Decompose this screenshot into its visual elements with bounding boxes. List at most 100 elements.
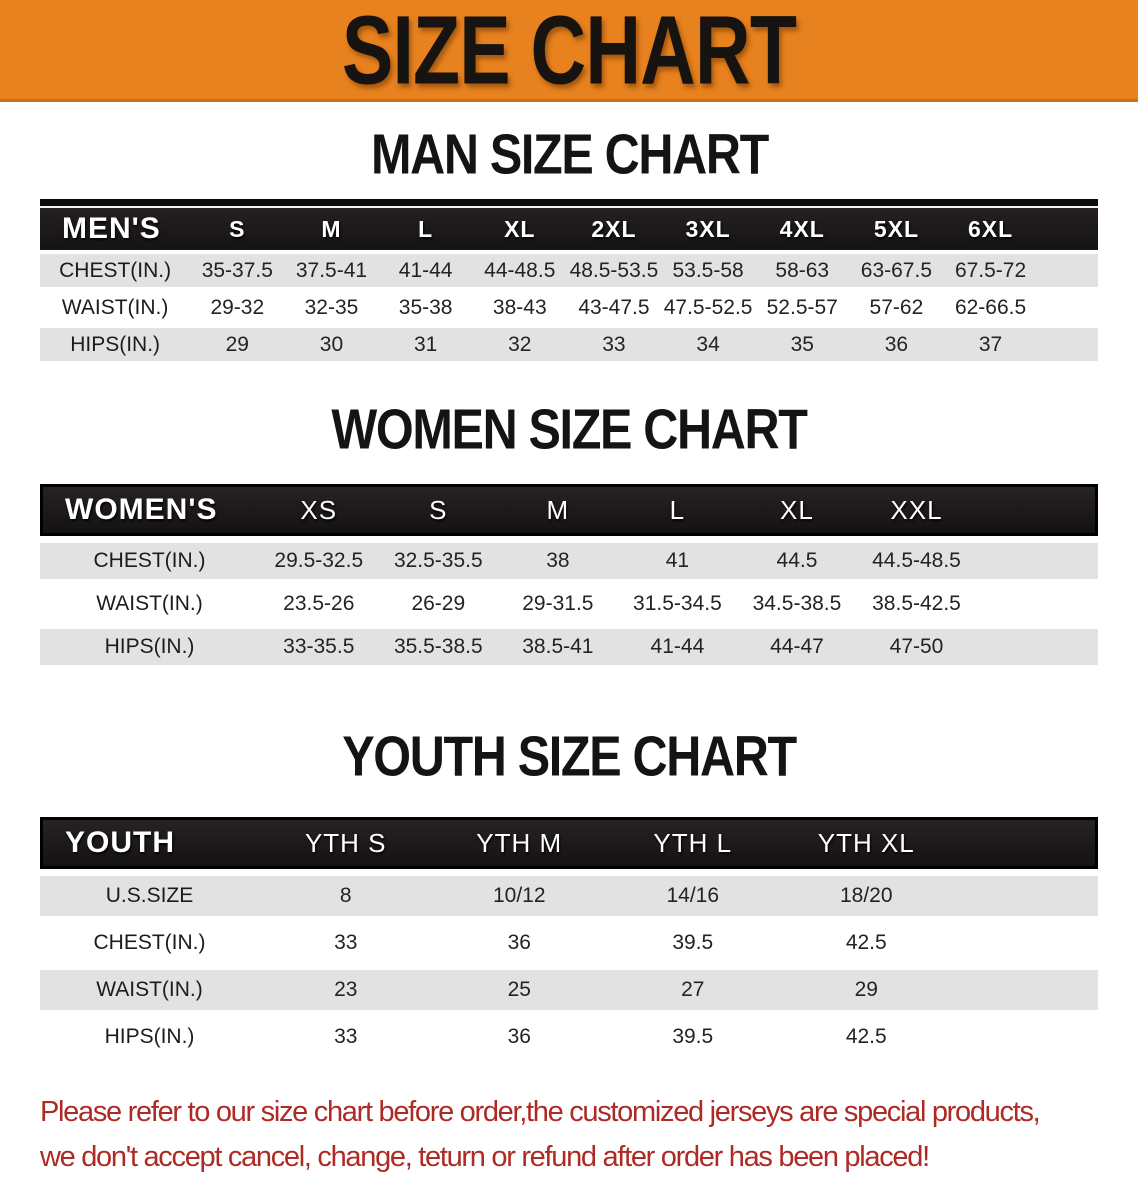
column-header: M: [284, 208, 379, 250]
size-value-cell: 38.5-41: [498, 629, 618, 665]
filler-cell: [976, 543, 1098, 579]
column-header: M: [498, 484, 618, 536]
table-row: U.S.SIZE 8 10/12 14/16 18/20: [40, 876, 1098, 916]
size-value-cell: 47-50: [856, 629, 977, 665]
size-value-cell: 57-62: [849, 291, 944, 324]
size-value-cell: 39.5: [606, 923, 780, 963]
row-label: U.S.SIZE: [40, 876, 259, 916]
row-label: HIPS(IN.): [40, 328, 191, 361]
size-value-cell: 38.5-42.5: [856, 586, 977, 622]
size-value-cell: 31: [378, 328, 473, 361]
filler-cell: [976, 484, 1098, 536]
filler-cell: [953, 876, 1098, 916]
size-value-cell: 29-31.5: [498, 586, 618, 622]
size-value-cell: 31.5-34.5: [617, 586, 738, 622]
size-value-cell: 36: [432, 1017, 606, 1057]
filler-cell: [1037, 254, 1098, 287]
size-value-cell: 29: [779, 970, 953, 1010]
size-value-cell: 44-47: [737, 629, 857, 665]
size-value-cell: 35-38: [378, 291, 473, 324]
filler-cell: [976, 586, 1098, 622]
filler-cell: [1037, 208, 1098, 250]
size-value-cell: 39.5: [606, 1017, 780, 1057]
size-value-cell: 52.5-57: [755, 291, 850, 324]
table-row: WAIST(IN.) 29-32 32-35 35-38 38-43 43-47.5 47.…: [40, 291, 1098, 324]
size-value-cell: 48.5-53.5: [566, 254, 662, 287]
size-value-cell: 8: [259, 876, 433, 916]
size-value-cell: 53.5-58: [661, 254, 756, 287]
section-title: MAN SIZE CHART: [370, 123, 769, 187]
header-row: YOUTH YTH S YTH M YTH L YTH XL: [40, 817, 1098, 869]
size-value-cell: 44.5: [737, 543, 857, 579]
section-title: YOUTH SIZE CHART: [342, 725, 797, 789]
table-corner-label: WOMEN'S: [40, 484, 259, 536]
size-value-cell: 47.5-52.5: [661, 291, 756, 324]
filler-cell: [953, 923, 1098, 963]
size-value-cell: 33: [259, 923, 433, 963]
table-row: HIPS(IN.) 33 36 39.5 42.5: [40, 1017, 1098, 1057]
column-header: YTH XL: [779, 817, 953, 869]
size-value-cell: 32.5-35.5: [378, 543, 499, 579]
column-header: XS: [259, 484, 379, 536]
size-value-cell: 37: [943, 328, 1038, 361]
size-value-cell: 33: [259, 1017, 433, 1057]
filler-cell: [953, 817, 1098, 869]
size-value-cell: 36: [432, 923, 606, 963]
size-value-cell: 42.5: [779, 1017, 953, 1057]
row-label: CHEST(IN.): [40, 923, 259, 963]
filler-cell: [953, 1017, 1098, 1057]
column-header: S: [190, 208, 285, 250]
size-value-cell: 18/20: [779, 876, 953, 916]
size-value-cell: 58-63: [755, 254, 850, 287]
size-value-cell: 38: [498, 543, 618, 579]
size-value-cell: 41-44: [378, 254, 473, 287]
column-header: XL: [472, 208, 567, 250]
size-value-cell: 33-35.5: [259, 629, 379, 665]
section-title: WOMEN SIZE CHART: [331, 398, 808, 462]
column-header: 5XL: [849, 208, 944, 250]
disclaimer-line-2: we don't accept cancel, change, teturn o…: [40, 1141, 930, 1173]
size-table-men: MEN'S S M L XL 2XL 3XL 4XL 5XL 6XL CHEST(IN.) 35-37…: [40, 204, 1098, 365]
size-value-cell: 29.5-32.5: [259, 543, 379, 579]
size-value-cell: 62-66.5: [943, 291, 1038, 324]
size-chart-section-men: MAN SIZE CHART MEN'S S M L XL 2XL 3XL 4XL 5XL 6XL C…: [0, 123, 1138, 365]
size-value-cell: 32-35: [284, 291, 379, 324]
size-value-cell: 10/12: [432, 876, 606, 916]
table-row: CHEST(IN.) 33 36 39.5 42.5: [40, 923, 1098, 963]
size-table-youth: YOUTH YTH S YTH M YTH L YTH XL U.S.SIZE 8 10/12…: [40, 810, 1098, 1064]
column-header: S: [378, 484, 499, 536]
table-corner-label: YOUTH: [40, 817, 259, 869]
header-row: WOMEN'S XS S M L XL XXL: [40, 484, 1098, 536]
column-header: YTH M: [432, 817, 606, 869]
size-charts: MAN SIZE CHART MEN'S S M L XL 2XL 3XL 4XL 5XL 6XL C…: [0, 123, 1138, 1064]
size-value-cell: 35.5-38.5: [378, 629, 499, 665]
column-header: L: [617, 484, 738, 536]
size-value-cell: 23.5-26: [259, 586, 379, 622]
row-label: CHEST(IN.): [40, 254, 191, 287]
column-header: XXL: [856, 484, 977, 536]
size-value-cell: 14/16: [606, 876, 780, 916]
size-value-cell: 33: [566, 328, 662, 361]
size-value-cell: 29: [190, 328, 285, 361]
size-value-cell: 41: [617, 543, 738, 579]
size-value-cell: 27: [606, 970, 780, 1010]
row-label: HIPS(IN.): [40, 1017, 259, 1057]
size-value-cell: 63-67.5: [849, 254, 944, 287]
table-row: WAIST(IN.) 23.5-26 26-29 29-31.5 31.5-34.5 34…: [40, 586, 1098, 622]
table-row: WAIST(IN.) 23 25 27 29: [40, 970, 1098, 1010]
table-row: CHEST(IN.) 35-37.5 37.5-41 41-44 44-48.5 48.5…: [40, 254, 1098, 287]
size-value-cell: 44-48.5: [472, 254, 567, 287]
row-label: WAIST(IN.): [40, 970, 259, 1010]
header-row: MEN'S S M L XL 2XL 3XL 4XL 5XL 6XL: [40, 208, 1098, 250]
size-value-cell: 67.5-72: [943, 254, 1038, 287]
disclaimer-note: Please refer to our size chart before or…: [40, 1090, 1138, 1180]
column-header: 6XL: [943, 208, 1038, 250]
size-value-cell: 30: [284, 328, 379, 361]
column-header: L: [378, 208, 473, 250]
filler-cell: [1037, 291, 1098, 324]
size-value-cell: 26-29: [378, 586, 499, 622]
size-value-cell: 35: [755, 328, 850, 361]
table-row: HIPS(IN.) 29 30 31 32 33 34 35 36 37: [40, 328, 1098, 361]
table-row: HIPS(IN.) 33-35.5 35.5-38.5 38.5-41 41-44 44-…: [40, 629, 1098, 665]
size-value-cell: 37.5-41: [284, 254, 379, 287]
